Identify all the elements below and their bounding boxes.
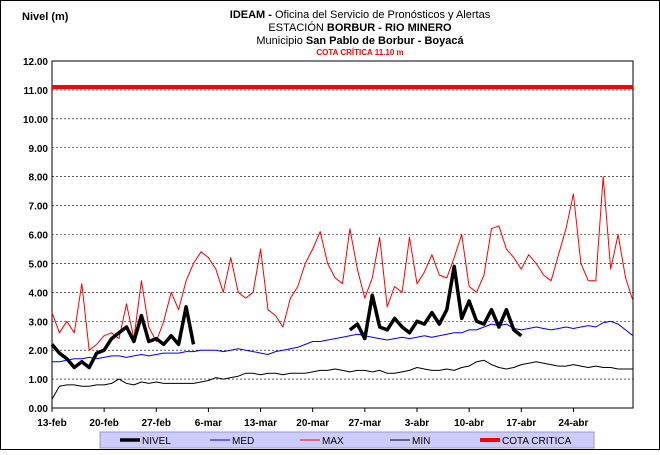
x-tick-label: 17-abr (506, 418, 536, 429)
x-tick-label: 3-abr (405, 418, 430, 429)
title: IDEAM - Oficina del Servicio de Pronósti… (230, 9, 491, 21)
critical-note: COTA CRÍTICA 11.10 m (316, 48, 403, 57)
title-office: Oficina del Servicio de Pronósticos y Al… (275, 9, 491, 21)
y-tick-label: 6.00 (29, 231, 49, 242)
y-tick-label: 1.00 (29, 375, 49, 386)
title-org: IDEAM - (230, 9, 273, 21)
y-tick-label: 8.00 (29, 173, 49, 184)
municipality-label: Municipio (256, 35, 302, 47)
municipality-line: Municipio San Pablo de Borbur - Boyacá (256, 35, 464, 47)
legend-label: MAX (322, 436, 344, 447)
x-tick-label: 6-mar (195, 418, 222, 429)
x-tick-label: 20-feb (89, 418, 118, 429)
series-line (50, 264, 523, 370)
x-tick-label: 20-mar (296, 418, 329, 429)
station: BORBUR - RIO MINERO (327, 22, 452, 34)
municipality: San Pablo de Borbur - Boyacá (306, 35, 465, 47)
legend-box (99, 431, 595, 449)
y-tick-label: 11.00 (24, 86, 49, 97)
y-axis-label: Nivel (m) (22, 11, 69, 23)
legend-label: NIVEL (142, 436, 171, 447)
y-tick-label: 10.00 (23, 115, 48, 126)
series-line (51, 176, 634, 351)
x-tick-label: 24-abr (558, 418, 588, 429)
y-tick-label: 2.00 (29, 346, 49, 357)
y-tick-label: 7.00 (29, 202, 49, 213)
x-tick-label: 27-mar (348, 418, 381, 429)
x-tick-label: 10-abr (454, 418, 484, 429)
legend-label: COTA CRITICA (502, 436, 572, 447)
station-line: ESTACIÓN BORBUR - RIO MINERO (268, 21, 452, 34)
x-tick-label: 13-feb (37, 418, 66, 429)
y-tick-label: 9.00 (29, 144, 49, 155)
station-label: ESTACIÓN (268, 21, 323, 34)
series-line (52, 320, 634, 363)
y-tick-label: 3.00 (29, 317, 49, 328)
y-tick-label: 12.00 (23, 57, 48, 68)
y-tick-label: 4.00 (29, 288, 49, 299)
legend-label: MED (232, 436, 254, 447)
series-line (51, 359, 633, 400)
y-tick-label: 0.00 (29, 404, 49, 415)
legend-label: MIN (412, 436, 430, 447)
x-tick-label: 27-feb (142, 418, 171, 429)
y-tick-label: 5.00 (29, 259, 49, 270)
x-tick-label: 13-mar (244, 418, 277, 429)
